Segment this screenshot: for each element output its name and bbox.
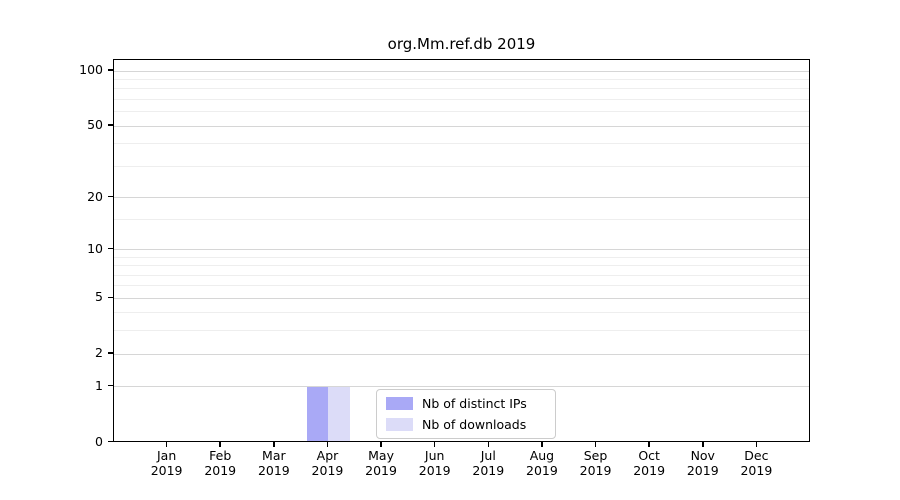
x-tick-label-year: 2019 bbox=[257, 463, 290, 478]
gridline-major bbox=[114, 197, 809, 199]
legend-label-downloads: Nb of downloads bbox=[422, 417, 527, 432]
gridline-minor bbox=[114, 111, 809, 113]
x-tick bbox=[648, 441, 650, 447]
y-tick bbox=[108, 124, 113, 126]
y-tick bbox=[108, 247, 113, 250]
x-tick bbox=[326, 441, 329, 447]
gridline-minor bbox=[114, 285, 809, 287]
legend-item-distinct-ips: Nb of distinct IPs bbox=[386, 396, 555, 411]
y-tick-label: 50 bbox=[87, 117, 103, 133]
x-tick bbox=[487, 441, 490, 447]
y-tick bbox=[108, 384, 113, 387]
legend-label-distinct-ips: Nb of distinct IPs bbox=[422, 396, 527, 411]
x-tick-label-year: 2019 bbox=[686, 463, 719, 478]
gridline-minor bbox=[114, 265, 809, 267]
y-tick bbox=[108, 352, 113, 354]
x-tick bbox=[219, 441, 221, 447]
y-tick bbox=[108, 296, 113, 299]
gridline-major bbox=[114, 297, 809, 299]
gridline-minor bbox=[114, 256, 809, 258]
x-tick-label-year: 2019 bbox=[150, 463, 183, 478]
x-tick bbox=[433, 441, 436, 447]
x-tick bbox=[273, 441, 275, 447]
gridline-major bbox=[114, 70, 809, 72]
x-tick-label-month: Mar bbox=[262, 448, 286, 463]
x-tick-label-year: 2019 bbox=[740, 463, 773, 478]
y-tick-label: 0 bbox=[95, 433, 103, 449]
legend-item-downloads: Nb of downloads bbox=[386, 417, 555, 432]
x-tick-label-month: Sep bbox=[583, 448, 608, 463]
x-tick-label-year: 2019 bbox=[311, 463, 344, 478]
y-tick-label: 20 bbox=[87, 188, 103, 204]
x-tick-label-month: Feb bbox=[209, 448, 232, 463]
x-tick bbox=[541, 441, 543, 447]
x-tick-label-year: 2019 bbox=[204, 463, 237, 478]
y-tick-label: 2 bbox=[95, 345, 103, 361]
x-tick bbox=[755, 441, 758, 447]
gridline-minor bbox=[114, 143, 809, 145]
y-tick-label: 1 bbox=[95, 377, 103, 393]
x-tick-label-month: Nov bbox=[690, 448, 715, 463]
gridline-minor bbox=[114, 274, 809, 276]
gridline-major bbox=[114, 386, 809, 388]
gridline-major bbox=[114, 125, 809, 127]
x-tick bbox=[165, 441, 168, 447]
x-tick-label-month: Dec bbox=[744, 448, 769, 463]
gridline-major bbox=[114, 249, 809, 251]
y-tick bbox=[108, 195, 113, 198]
gridline-minor bbox=[114, 88, 809, 90]
x-tick-label-month: Jul bbox=[480, 448, 496, 463]
x-tick-label-month: Oct bbox=[638, 448, 660, 463]
x-tick-label-year: 2019 bbox=[365, 463, 397, 478]
x-tick-label-month: Jun bbox=[424, 448, 445, 463]
bar-distinct-ips bbox=[307, 386, 329, 441]
legend-swatch-downloads bbox=[386, 418, 413, 431]
gridline-minor bbox=[114, 99, 809, 100]
legend-swatch-distinct-ips bbox=[386, 397, 413, 410]
y-tick bbox=[108, 69, 113, 71]
x-tick-label-year: 2019 bbox=[633, 463, 666, 478]
x-tick-label-year: 2019 bbox=[579, 463, 612, 478]
gridline-minor bbox=[114, 165, 809, 167]
x-tick-label-month: Aug bbox=[529, 448, 555, 463]
gridline-minor bbox=[114, 79, 809, 81]
x-tick bbox=[380, 441, 382, 447]
legend: Nb of distinct IPs Nb of downloads bbox=[376, 389, 556, 439]
x-tick-label-month: Jan bbox=[156, 448, 177, 463]
gridline-major bbox=[114, 353, 809, 355]
chart-title: org.Mm.ref.db 2019 bbox=[387, 35, 536, 53]
bar-downloads bbox=[328, 386, 350, 441]
gridline-minor bbox=[114, 330, 809, 332]
y-tick bbox=[108, 440, 113, 443]
x-tick-label-month: May bbox=[368, 448, 394, 463]
y-tick-label: 100 bbox=[79, 62, 103, 78]
x-tick bbox=[702, 441, 704, 447]
x-tick-label-year: 2019 bbox=[472, 463, 505, 478]
gridline-minor bbox=[114, 218, 809, 220]
x-tick-label-year: 2019 bbox=[418, 463, 451, 478]
gridline-minor bbox=[114, 312, 809, 314]
x-tick-label-month: Apr bbox=[316, 448, 339, 463]
x-tick bbox=[594, 441, 597, 447]
plot-area bbox=[113, 59, 810, 442]
y-tick-label: 10 bbox=[87, 240, 103, 256]
x-tick-label-year: 2019 bbox=[526, 463, 558, 478]
y-tick-label: 5 bbox=[95, 289, 103, 305]
